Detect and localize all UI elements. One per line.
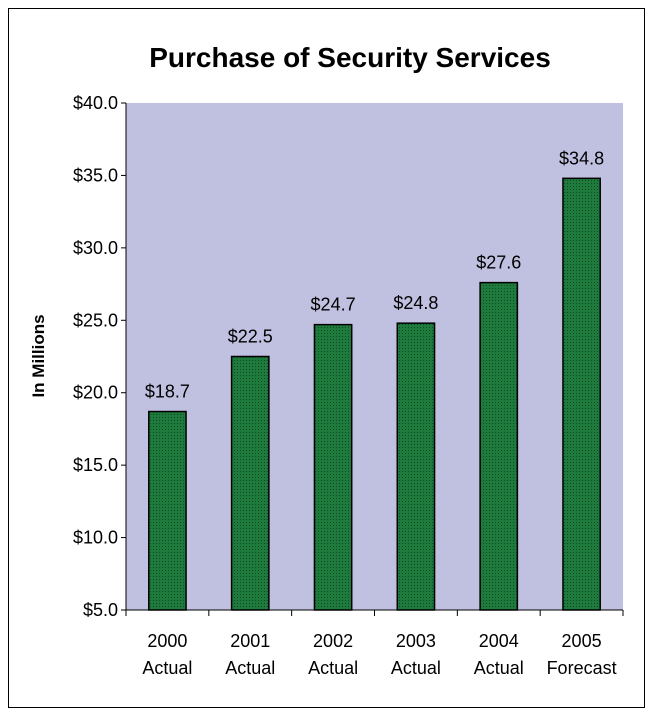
y-tick-label: $5.0 <box>83 600 118 620</box>
y-tick-label: $15.0 <box>73 455 118 475</box>
category-labels: 2000 Actual 2001 Actual 2002 Actual 2003 Actual… <box>142 631 616 678</box>
y-tick-label: $25.0 <box>73 310 118 330</box>
x-category-label: Actual <box>142 658 192 678</box>
y-tick-label: $10.0 <box>73 528 118 548</box>
y-tick-label: $35.0 <box>73 165 118 185</box>
x-category-label: 2003 <box>396 631 436 651</box>
bar <box>230 355 270 611</box>
data-label: $22.5 <box>228 327 273 347</box>
bar <box>396 322 436 611</box>
data-label: $24.8 <box>393 293 438 313</box>
data-label: $18.7 <box>145 382 190 402</box>
plot-area <box>126 103 623 610</box>
x-category-label: 2004 <box>479 631 519 651</box>
y-tick-label: $30.0 <box>73 238 118 258</box>
data-label: $34.8 <box>559 148 604 168</box>
data-label: $24.7 <box>311 295 356 315</box>
x-category-label: 2002 <box>313 631 353 651</box>
chart-title: Purchase of Security Services <box>149 42 551 73</box>
data-labels: $18.7 $22.5 $24.7 $24.8 $27.6 $34.8 <box>145 148 604 401</box>
bar <box>562 177 601 611</box>
bar <box>313 323 353 611</box>
y-tick-label: $40.0 <box>73 93 118 113</box>
x-category-label: Actual <box>391 658 441 678</box>
y-tick-label: $20.0 <box>73 383 118 403</box>
x-category-label: 2000 <box>147 631 187 651</box>
y-axis-label: In Millions <box>29 314 48 397</box>
x-category-label: Actual <box>474 658 524 678</box>
y-axis: $5.0 $10.0 $15.0 $20.0 $25.0 $30.0 $35.0 $40.0 <box>73 93 127 620</box>
x-axis <box>125 609 624 616</box>
x-category-label: Actual <box>225 658 275 678</box>
data-label: $27.6 <box>476 253 521 273</box>
bar <box>479 281 519 611</box>
x-category-label: 2001 <box>230 631 270 651</box>
x-category-label: Forecast <box>547 658 617 678</box>
x-category-label: Actual <box>308 658 358 678</box>
bars <box>148 177 601 611</box>
bar <box>148 410 187 611</box>
x-category-label: 2005 <box>562 631 602 651</box>
